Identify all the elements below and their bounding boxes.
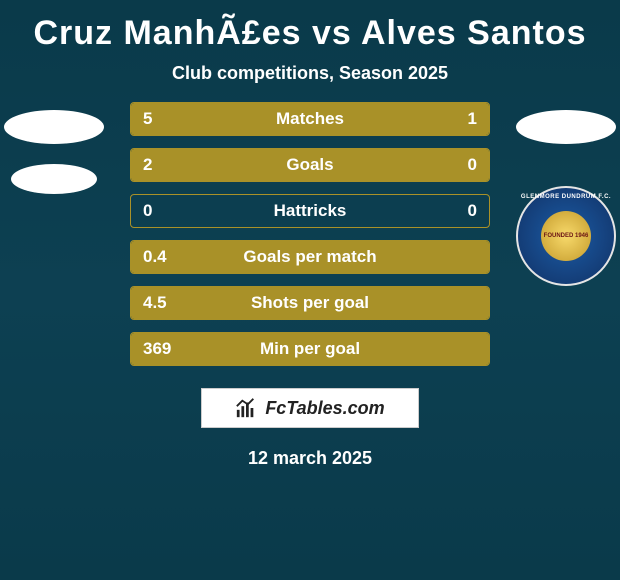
subtitle: Club competitions, Season 2025 xyxy=(0,57,620,102)
stat-value-left: 0.4 xyxy=(143,247,167,267)
team2-club-badge: GLENMORE DUNDRUM F.C. FOUNDED 1946 xyxy=(516,186,616,286)
stat-row: 2 Goals 0 xyxy=(130,148,490,182)
stat-value-left: 0 xyxy=(143,201,152,221)
right-team-logos: GLENMORE DUNDRUM F.C. FOUNDED 1946 xyxy=(516,110,616,286)
badge-top-text: GLENMORE DUNDRUM F.C. xyxy=(521,194,611,200)
stat-row: 0.4 Goals per match xyxy=(130,240,490,274)
badge-center: FOUNDED 1946 xyxy=(541,211,591,261)
stat-row: 4.5 Shots per goal xyxy=(130,286,490,320)
stat-label: Hattricks xyxy=(274,201,347,221)
stat-row: 5 Matches 1 xyxy=(130,102,490,136)
date-label: 12 march 2025 xyxy=(0,448,620,469)
stats-bars: 5 Matches 1 2 Goals 0 0 Hattricks 0 0.4 Goals per … xyxy=(130,102,490,366)
stat-value-left: 2 xyxy=(143,155,152,175)
left-team-logos xyxy=(4,110,104,194)
stat-value-right: 0 xyxy=(468,201,477,221)
chart-icon xyxy=(235,397,257,419)
stat-label: Shots per goal xyxy=(251,293,369,313)
team1-logo-placeholder xyxy=(4,110,104,144)
page-title: Cruz ManhÃ£es vs Alves Santos xyxy=(0,0,620,57)
stat-value-left: 5 xyxy=(143,109,152,129)
brand-box: FcTables.com xyxy=(201,388,419,428)
stat-label: Goals xyxy=(286,155,333,175)
stat-value-left: 4.5 xyxy=(143,293,167,313)
team1-club-logo-placeholder xyxy=(11,164,97,194)
stat-value-right: 0 xyxy=(468,155,477,175)
stat-value-left: 369 xyxy=(143,339,171,359)
stat-row: 0 Hattricks 0 xyxy=(130,194,490,228)
stat-value-right: 1 xyxy=(468,109,477,129)
stat-label: Min per goal xyxy=(260,339,360,359)
stat-fill-right xyxy=(428,103,489,135)
stat-label: Matches xyxy=(276,109,344,129)
brand-label: FcTables.com xyxy=(265,398,384,419)
team2-logo-placeholder xyxy=(516,110,616,144)
stat-label: Goals per match xyxy=(243,247,376,267)
stat-row: 369 Min per goal xyxy=(130,332,490,366)
